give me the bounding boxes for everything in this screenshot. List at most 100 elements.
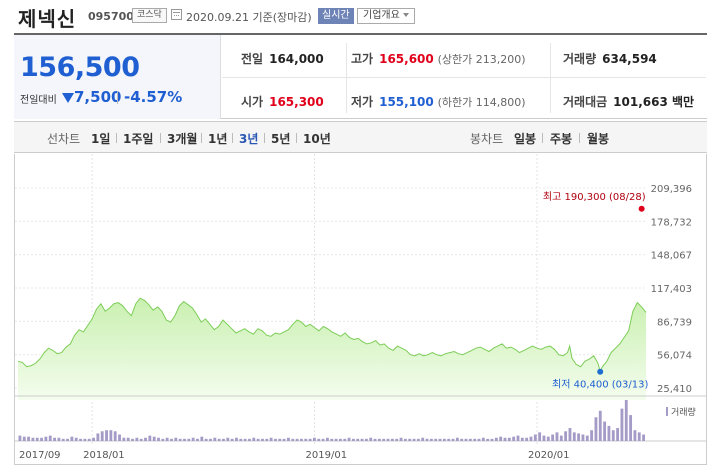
candle-daily[interactable]: 일봉: [514, 132, 537, 146]
volume-bar: [256, 438, 260, 441]
volume-bar: [226, 437, 230, 441]
range-1d[interactable]: 1일: [91, 132, 111, 146]
volume-bar: [321, 438, 325, 441]
volume-bar: [451, 438, 455, 441]
volume-bar: [230, 438, 234, 441]
volume-bar: [79, 438, 82, 441]
volume-bar: [429, 438, 433, 441]
range-3m[interactable]: 3개월: [167, 132, 198, 146]
x-tick-label: 2018/01: [83, 450, 125, 461]
x-tick-label: 2020/01: [528, 450, 570, 461]
current-price: 156,500: [20, 52, 140, 83]
volume-bar: [27, 436, 30, 441]
change-label: 전일대비: [20, 95, 57, 106]
volume-bar: [326, 437, 329, 441]
volume-bar: [347, 437, 351, 441]
volume-bar: [334, 438, 338, 441]
volume-bar: [178, 438, 182, 441]
range-3y[interactable]: 3년: [239, 132, 259, 146]
volume-bar: [317, 438, 321, 441]
stat-label: 저가: [351, 95, 374, 109]
y-tick-label: 209,396: [651, 184, 692, 195]
volume-bar: [222, 438, 225, 441]
volume-bar: [161, 438, 165, 441]
volume-bar: [408, 438, 412, 441]
volume-bar: [31, 437, 35, 441]
chevron-down-icon: [402, 13, 409, 18]
volume-bar: [300, 438, 303, 441]
price-area-fill: [18, 298, 646, 400]
candle-weekly[interactable]: 주봉: [550, 132, 573, 146]
change-value: 7,500: [74, 88, 122, 106]
volume-bar: [512, 436, 516, 441]
stock-code: 095700: [88, 10, 134, 23]
calendar-icon: [171, 9, 182, 20]
chart-range-bar: 선차트 1일 1주일 3개월 1년 3년 5년 10년 봉차트 일봉 주봉 월봉: [14, 121, 707, 153]
divider: [550, 43, 551, 113]
candle-monthly[interactable]: 월봉: [587, 132, 610, 146]
quote-date: 2020.09.21 기준(장마감): [186, 11, 312, 24]
y-tick-label: 56,074: [657, 351, 692, 362]
volume-bar: [313, 437, 316, 441]
price-chart[interactable]: 최고 190,300 (08/28) 최저 40,400 (03/13) 209,…: [15, 154, 706, 464]
range-10y[interactable]: 10년: [303, 132, 331, 146]
divider: [542, 133, 543, 143]
volume-bar: [477, 438, 481, 441]
volume-legend-swatch: [666, 407, 668, 416]
volume-bar: [473, 438, 477, 441]
stat-label: 전일: [241, 52, 264, 66]
stat-low: 저가 155,100 (하한가 114,800): [351, 93, 526, 110]
volume-bar: [382, 438, 386, 441]
volume-bar: [183, 438, 186, 441]
volume-bar: [92, 437, 95, 441]
y-tick-label: 148,067: [651, 251, 692, 262]
volume-bar: [295, 438, 299, 441]
volume-bar: [122, 437, 126, 441]
volume-bar: [555, 432, 559, 441]
range-5y[interactable]: 5년: [271, 132, 291, 146]
volume-bar: [611, 430, 615, 441]
volume-bar: [70, 436, 74, 441]
stock-title-bar: 제넥신 095700 코스닥 2020.09.21 기준(장마감) 실시간 기업…: [0, 0, 707, 32]
volume-bar: [330, 438, 334, 441]
volume-bar: [217, 438, 221, 441]
divider: [264, 133, 265, 143]
range-1y[interactable]: 1년: [208, 132, 228, 146]
volume-bar: [568, 428, 572, 441]
volume-bar: [377, 438, 381, 441]
realtime-button[interactable]: 실시간: [318, 8, 354, 24]
volume-bar: [455, 437, 459, 441]
company-overview-button[interactable]: 기업개요: [357, 8, 415, 24]
volume-bar: [373, 438, 377, 441]
volume-bar: [581, 434, 585, 441]
divider: [346, 43, 347, 113]
volume-bar: [572, 432, 576, 441]
volume-bar: [157, 437, 160, 441]
volume-bar: [252, 437, 256, 441]
volume-bar: [74, 437, 78, 441]
volume-bar: [395, 438, 399, 441]
volume-bar: [196, 438, 199, 441]
volume-bar: [499, 436, 503, 441]
volume-bar: [148, 435, 152, 441]
volume-bar: [468, 438, 472, 441]
volume-bar: [642, 434, 645, 441]
volume-bar: [356, 438, 360, 441]
volume-bar: [442, 438, 446, 441]
volume-bar: [174, 437, 178, 441]
volume-bar: [416, 438, 420, 441]
volume-bar: [464, 438, 468, 441]
upper-limit: (상한가 213,200): [437, 53, 526, 66]
lower-limit: (하한가 114,800): [437, 96, 526, 109]
volume-bar: [165, 437, 169, 441]
volume-bar: [261, 438, 264, 441]
volume-bar: [438, 438, 442, 441]
range-1w[interactable]: 1주일: [123, 132, 154, 146]
volume-bar: [83, 438, 87, 441]
price-box: 156,500 전일대비 7,500 -4.57%: [14, 35, 221, 119]
min-price-marker: [597, 368, 604, 375]
volume-bar: [594, 417, 598, 441]
volume-bar: [425, 438, 429, 441]
volume-bar: [44, 436, 48, 441]
volume-bar: [529, 436, 533, 441]
